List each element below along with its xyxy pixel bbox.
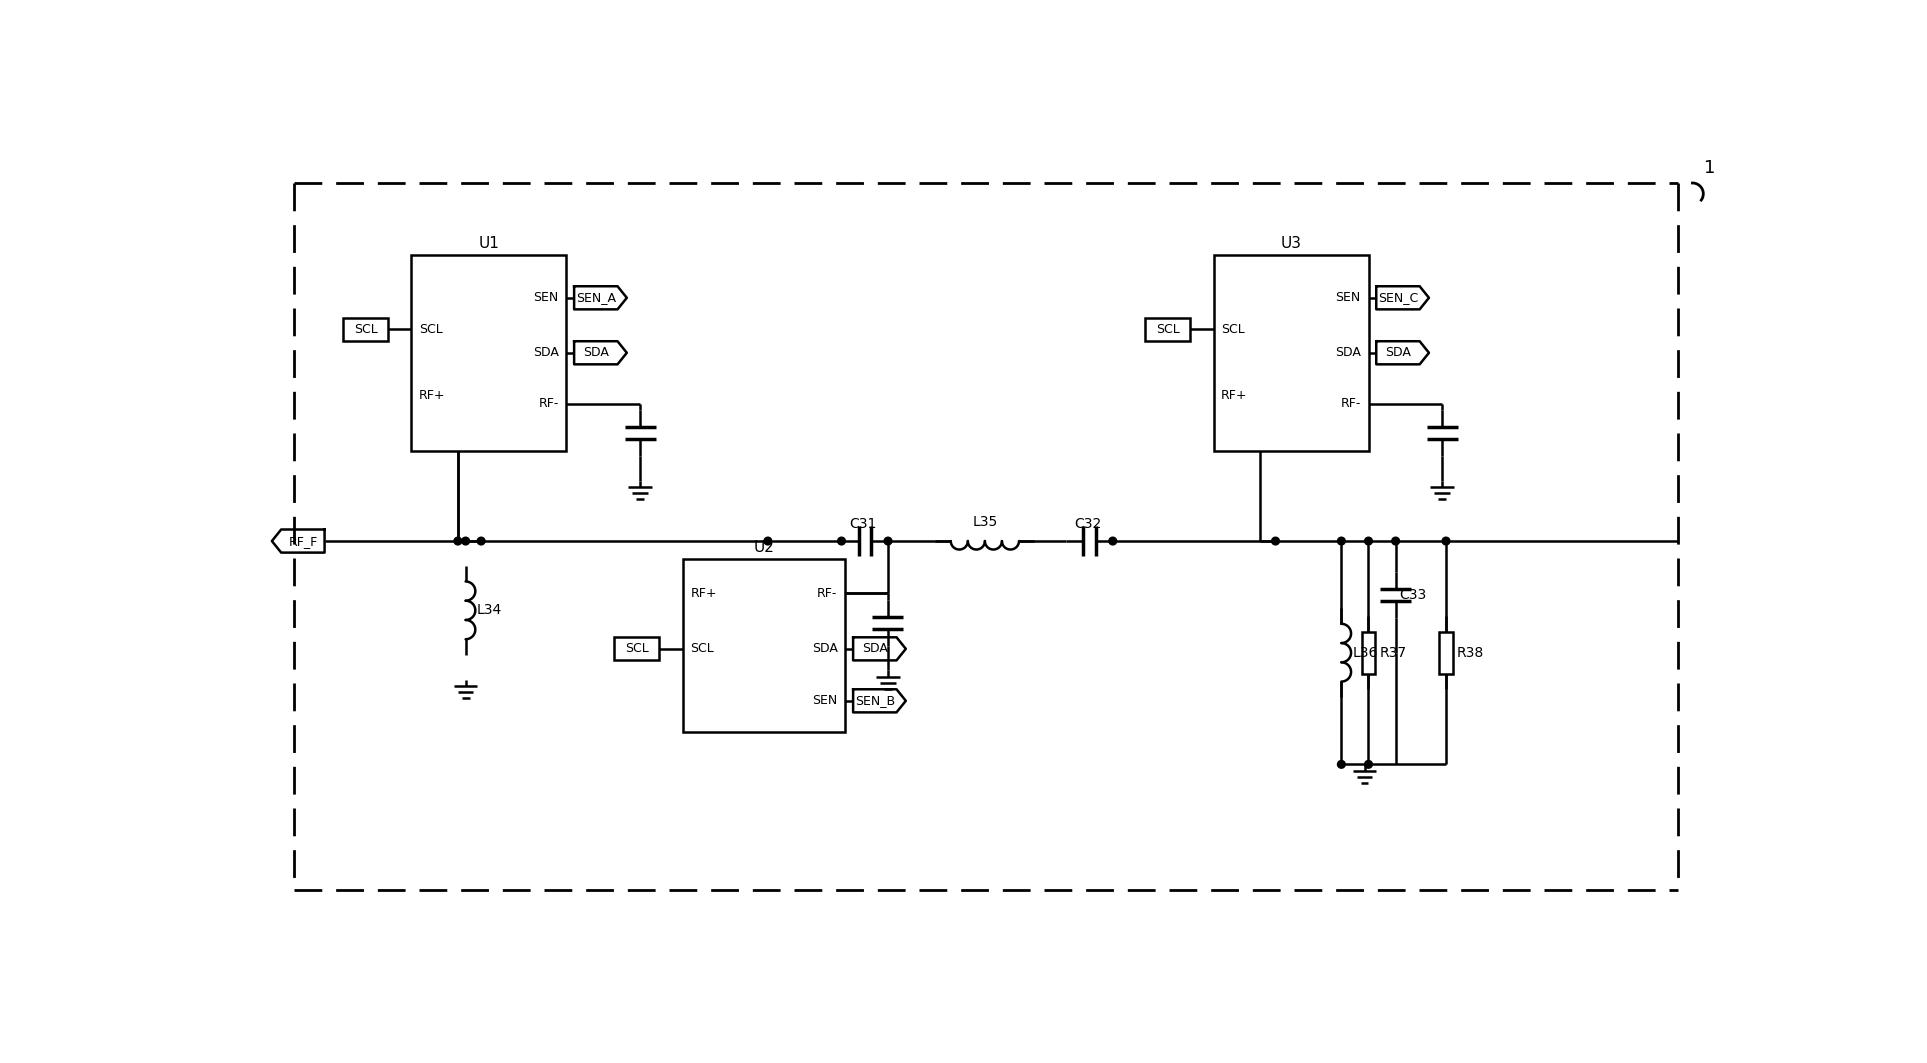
- Text: SDA: SDA: [1335, 347, 1360, 359]
- Text: SEN_B: SEN_B: [856, 694, 894, 707]
- Text: SEN_C: SEN_C: [1378, 291, 1418, 304]
- Text: RF-: RF-: [538, 398, 559, 410]
- Text: RF-: RF-: [1341, 398, 1360, 410]
- Text: SCL: SCL: [420, 323, 443, 336]
- Text: SCL: SCL: [1156, 323, 1179, 336]
- Text: SEN: SEN: [1335, 291, 1360, 304]
- Text: RF-: RF-: [817, 587, 838, 600]
- Text: SEN_A: SEN_A: [576, 291, 617, 304]
- Circle shape: [838, 537, 846, 545]
- Circle shape: [1272, 537, 1280, 545]
- Text: C33: C33: [1399, 588, 1426, 602]
- Text: SCL: SCL: [624, 642, 649, 656]
- Circle shape: [763, 537, 771, 545]
- Circle shape: [1337, 537, 1345, 545]
- Circle shape: [478, 537, 486, 545]
- Text: SDA: SDA: [532, 347, 559, 359]
- Bar: [615, 638, 659, 660]
- Circle shape: [1108, 537, 1116, 545]
- Text: U3: U3: [1281, 236, 1301, 251]
- Text: SDA: SDA: [1386, 347, 1411, 359]
- Text: SDA: SDA: [582, 347, 609, 359]
- Circle shape: [884, 537, 892, 545]
- Circle shape: [1364, 760, 1372, 769]
- Circle shape: [1391, 537, 1399, 545]
- Text: C31: C31: [850, 517, 877, 532]
- Bar: [343, 318, 387, 341]
- Text: RF_F: RF_F: [289, 535, 318, 547]
- Text: SCL: SCL: [690, 642, 715, 656]
- Text: RF+: RF+: [690, 587, 717, 600]
- Text: 1: 1: [1703, 158, 1715, 176]
- Text: SDA: SDA: [861, 642, 888, 656]
- Circle shape: [462, 537, 470, 545]
- Text: SEN: SEN: [813, 694, 838, 707]
- Text: RF+: RF+: [420, 389, 445, 403]
- Circle shape: [1441, 537, 1449, 545]
- Text: R37: R37: [1380, 645, 1407, 660]
- Text: SDA: SDA: [811, 642, 838, 656]
- Bar: [1362, 631, 1376, 674]
- Bar: [1439, 631, 1453, 674]
- Text: L35: L35: [973, 514, 998, 528]
- Circle shape: [1364, 537, 1372, 545]
- Bar: [410, 255, 567, 451]
- Bar: [1214, 255, 1368, 451]
- Text: RF+: RF+: [1222, 389, 1249, 403]
- Text: R38: R38: [1457, 645, 1484, 660]
- Text: SCL: SCL: [355, 323, 378, 336]
- Text: U2: U2: [753, 540, 775, 556]
- Text: SCL: SCL: [1222, 323, 1245, 336]
- Text: U1: U1: [478, 236, 499, 251]
- Bar: [1145, 318, 1191, 341]
- Bar: [682, 559, 846, 732]
- Text: SEN: SEN: [534, 291, 559, 304]
- Circle shape: [1337, 760, 1345, 769]
- Circle shape: [455, 537, 462, 545]
- Text: L34: L34: [476, 604, 501, 618]
- Text: C32: C32: [1075, 517, 1102, 532]
- Text: L36: L36: [1353, 645, 1378, 660]
